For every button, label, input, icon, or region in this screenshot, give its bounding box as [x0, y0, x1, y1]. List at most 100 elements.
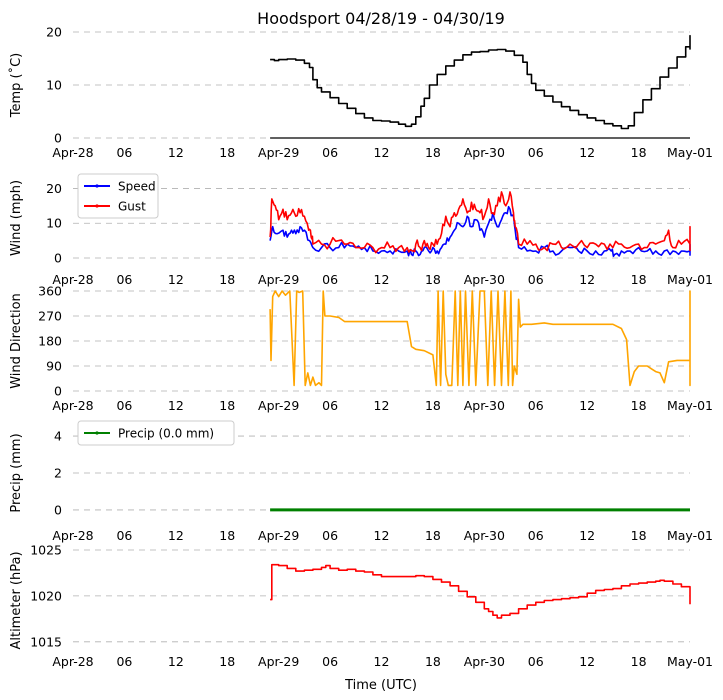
x-tick-label-temp: May-01	[667, 145, 713, 160]
y-axis-label-alt: Altimeter (hPa)	[9, 551, 24, 649]
x-tick-label-temp: 06	[116, 145, 132, 160]
x-tick-label-precip: Apr-28	[52, 528, 93, 543]
x-tick-label-temp: 18	[219, 145, 235, 160]
x-tick-label-precip: 12	[374, 528, 390, 543]
x-tick-label-alt: 12	[374, 654, 390, 669]
panel-temp: 0 10 20 Temp (˚C) Apr-28 06 12 18 Apr-29 06 12 18 Ap…	[8, 25, 713, 161]
x-tick-label-precip: 12	[168, 528, 184, 543]
x-tick-label-wdir: Apr-29	[258, 398, 299, 413]
x-tick-label-alt: 12	[168, 654, 184, 669]
panel-precip: 0 2 4 Precip (mm) Apr-28 06 12 18 Apr-29 06 12 18 Ap…	[9, 420, 713, 543]
y-axis-label-wind: Wind (mph)	[9, 180, 24, 256]
series-temperature	[270, 34, 691, 130]
x-tick-label-precip: Apr-29	[258, 528, 299, 543]
series-altimeter	[270, 563, 691, 619]
x-axis-label: Time (UTC)	[344, 678, 417, 693]
x-tick-label-temp: 06	[528, 145, 544, 160]
x-tick-label-alt: 06	[322, 654, 338, 669]
x-tick-label-precip: 18	[631, 528, 647, 543]
x-tick-label-temp: Apr-29	[258, 145, 299, 160]
x-tick-label-wdir: 18	[219, 398, 235, 413]
x-tick-label-precip: 06	[528, 528, 544, 543]
x-tick-label-wdir: 06	[116, 398, 132, 413]
x-tick-label-wind: Apr-29	[258, 272, 299, 287]
y-tick-label-precip: 4	[54, 429, 62, 444]
x-tick-label-alt: May-01	[667, 654, 713, 669]
x-tick-label-wind: 12	[374, 272, 390, 287]
x-tick-label-temp: Apr-28	[52, 145, 93, 160]
y-tick-label-wdir: 270	[38, 309, 62, 324]
y-tick-label-alt: 1025	[30, 543, 62, 558]
x-tick-label-precip: May-01	[667, 528, 713, 543]
y-tick-label-temp: 0	[54, 131, 62, 146]
x-tick-label-wind: 12	[579, 272, 595, 287]
x-tick-label-precip: 18	[219, 528, 235, 543]
series-gust	[269, 191, 691, 254]
y-tick-label-precip: 2	[54, 466, 62, 481]
legend-wind: Speed Gust	[77, 173, 159, 219]
x-tick-label-temp: 18	[631, 145, 647, 160]
x-tick-label-wdir: May-01	[667, 398, 713, 413]
x-tick-label-temp: 12	[374, 145, 390, 160]
series-speed	[269, 205, 691, 258]
x-tick-label-precip: 18	[425, 528, 441, 543]
x-tick-label-wind: 18	[425, 272, 441, 287]
legend-marker	[95, 204, 99, 208]
y-tick-label-temp: 10	[46, 78, 62, 93]
x-tick-label-wind: Apr-28	[52, 272, 93, 287]
x-tick-label-precip: 06	[116, 528, 132, 543]
y-tick-label-temp: 20	[46, 25, 62, 40]
x-tick-label-wind: Apr-30	[464, 272, 505, 287]
x-tick-label-alt: 18	[425, 654, 441, 669]
y-tick-label-wdir: 360	[38, 284, 62, 299]
x-tick-label-precip: Apr-30	[464, 528, 505, 543]
chart-title: Hoodsport 04/28/19 - 04/30/19	[257, 9, 505, 28]
x-tick-label-alt: 18	[219, 654, 235, 669]
legend-box	[77, 420, 235, 446]
legend-entry: Precip (0.0 mm)	[118, 427, 214, 441]
x-tick-label-wdir: 06	[528, 398, 544, 413]
x-tick-label-wdir: Apr-30	[464, 398, 505, 413]
y-tick-label-wind: 10	[46, 216, 62, 231]
y-axis-label-wdir: Wind Direction	[9, 293, 24, 389]
legend-marker	[95, 431, 99, 435]
x-tick-label-temp: 06	[322, 145, 338, 160]
x-tick-label-wind: 06	[322, 272, 338, 287]
x-tick-label-alt: 06	[116, 654, 132, 669]
x-tick-label-precip: 12	[579, 528, 595, 543]
x-tick-label-wdir: Apr-28	[52, 398, 93, 413]
x-tick-label-temp: 12	[168, 145, 184, 160]
x-tick-label-wdir: 12	[168, 398, 184, 413]
legend-marker	[95, 184, 99, 188]
x-tick-label-precip: 06	[322, 528, 338, 543]
legend-entry: Gust	[118, 200, 146, 214]
y-tick-label-alt: 1015	[30, 634, 62, 649]
x-tick-label-wind: 18	[219, 272, 235, 287]
panel-wind: 0 10 20 Wind (mph) Apr-28 06 12 18 Apr-29 06 12 18 A…	[9, 173, 713, 287]
y-tick-label-alt: 1020	[30, 588, 62, 603]
y-tick-label-precip: 0	[54, 502, 62, 517]
legend-entry: Speed	[118, 180, 156, 194]
series-direction	[269, 290, 691, 387]
x-tick-label-alt: Apr-29	[258, 654, 299, 669]
x-tick-label-alt: 18	[631, 654, 647, 669]
x-tick-label-wdir: 18	[425, 398, 441, 413]
x-tick-label-wdir: 12	[579, 398, 595, 413]
y-tick-label-wdir: 0	[54, 384, 62, 399]
x-tick-label-wdir: 18	[631, 398, 647, 413]
x-tick-label-alt: Apr-28	[52, 654, 93, 669]
y-axis-label-precip: Precip (mm)	[9, 433, 24, 512]
x-tick-label-wind: May-01	[667, 272, 713, 287]
x-tick-label-alt: 06	[528, 654, 544, 669]
panel-wdir: 0 90 180 270 360 Wind Direction Apr-28 06 12 18 Ap…	[9, 284, 713, 414]
x-tick-label-wdir: 06	[322, 398, 338, 413]
y-tick-label-wind: 0	[54, 251, 62, 266]
x-tick-label-temp: 12	[579, 145, 595, 160]
x-tick-label-alt: Apr-30	[464, 654, 505, 669]
x-tick-label-temp: 18	[425, 145, 441, 160]
x-tick-label-wind: 18	[631, 272, 647, 287]
x-tick-label-wind: 06	[116, 272, 132, 287]
y-tick-label-wdir: 90	[46, 359, 62, 374]
legend-precip: Precip (0.0 mm)	[77, 420, 235, 446]
